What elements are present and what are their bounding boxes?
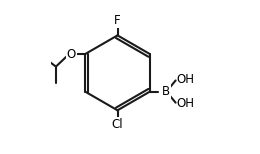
Text: B: B [162, 85, 170, 98]
Text: F: F [114, 14, 121, 27]
Text: O: O [67, 48, 76, 61]
Text: Cl: Cl [112, 118, 123, 131]
Text: OH: OH [176, 73, 194, 86]
Text: OH: OH [176, 97, 194, 110]
